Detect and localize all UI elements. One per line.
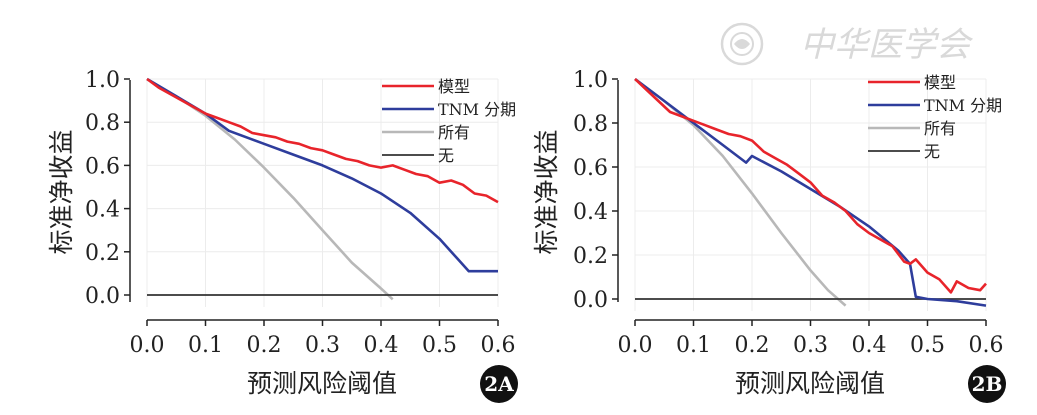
y-tick-label: 0.6 — [573, 156, 608, 181]
legend-label: TNM 分期 — [438, 100, 516, 119]
chart-panel-2a: 0.0 0.2 0.4 0.6 0.8 1.0 0.0 0.1 0.2 0.3 0.4 0.5 0.6… — [47, 68, 518, 403]
x-tick-label: 0.3 — [793, 333, 828, 358]
y-tick-label: 0.4 — [573, 200, 608, 225]
x-tick-label: 0.4 — [852, 333, 887, 358]
series-line-0 — [146, 77, 499, 204]
watermark: 中华医学会 — [720, 22, 974, 66]
x-tick-label: 0.1 — [188, 333, 223, 358]
y-axis-title: 标准净收益 — [47, 129, 76, 254]
watermark-seal-icon — [720, 22, 764, 66]
x-tick-label: 0.6 — [481, 333, 516, 358]
y-tick-label: 0.6 — [85, 154, 120, 179]
y-tick-label: 0.2 — [85, 241, 120, 266]
panel-label-badge: 2A — [480, 365, 518, 403]
y-tick-label: 0.8 — [85, 111, 120, 136]
chart-panel-2b: 0.0 0.2 0.4 0.6 0.8 1.0 0.0 0.1 0.2 0.3 0.4 0.5 0.6… — [532, 68, 1006, 403]
y-tick-label: 0.4 — [85, 198, 120, 223]
y-tick-label: 0.0 — [85, 284, 120, 309]
x-axis: 0.0 0.1 0.2 0.3 0.4 0.5 0.6 — [130, 319, 516, 358]
y-axis: 0.0 0.2 0.4 0.6 0.8 1.0 — [573, 68, 619, 313]
panel-label: 2B — [972, 372, 1003, 396]
y-tick-label: 0.8 — [573, 112, 608, 137]
panel-label: 2A — [484, 372, 514, 396]
x-tick-label: 0.2 — [247, 333, 282, 358]
x-tick-label: 0.5 — [422, 333, 457, 358]
legend-label: TNM 分期 — [924, 96, 1002, 115]
watermark-text: 中华医学会 — [800, 25, 974, 65]
plot-lines — [634, 77, 987, 307]
x-axis: 0.0 0.1 0.2 0.3 0.4 0.5 0.6 — [618, 319, 1004, 358]
legend-label: 所有 — [924, 119, 956, 138]
x-tick-label: 0.1 — [676, 333, 711, 358]
legend-label: 所有 — [438, 123, 470, 142]
x-axis-title: 预测风险阈值 — [247, 369, 397, 398]
plot-lines — [146, 77, 499, 301]
x-axis-title: 预测风险阈值 — [735, 369, 885, 398]
series-line-2 — [146, 77, 394, 301]
y-tick-label: 0.0 — [573, 288, 608, 313]
legend-label: 无 — [924, 142, 940, 161]
x-tick-label: 0.0 — [618, 333, 653, 358]
x-tick-label: 0.0 — [130, 333, 165, 358]
y-tick-label: 1.0 — [85, 68, 120, 93]
grid-lines — [146, 78, 499, 307]
legend-label: 模型 — [924, 73, 956, 92]
y-axis: 0.0 0.2 0.4 0.6 0.8 1.0 — [85, 68, 131, 309]
y-axis-title: 标准净收益 — [532, 129, 561, 254]
x-tick-label: 0.4 — [364, 333, 399, 358]
legend-label: 无 — [438, 146, 454, 165]
series-line-0 — [634, 78, 987, 294]
panel-label-badge: 2B — [968, 365, 1006, 403]
y-tick-label: 1.0 — [573, 68, 608, 93]
series-line-1 — [146, 77, 498, 273]
x-tick-label: 0.6 — [969, 333, 1004, 358]
legend-label: 模型 — [438, 77, 470, 96]
y-tick-label: 0.2 — [573, 244, 608, 269]
x-tick-label: 0.2 — [735, 333, 770, 358]
x-tick-label: 0.3 — [305, 333, 340, 358]
x-tick-label: 0.5 — [910, 333, 945, 358]
